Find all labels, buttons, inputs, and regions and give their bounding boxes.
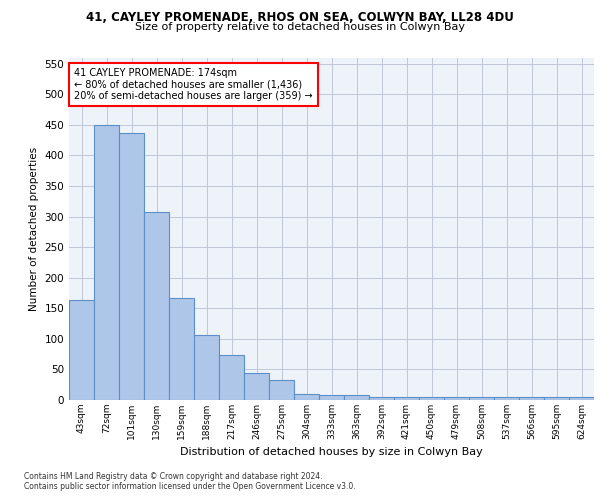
Bar [544, 397, 569, 400]
Text: 41, CAYLEY PROMENADE, RHOS ON SEA, COLWYN BAY, LL28 4DU: 41, CAYLEY PROMENADE, RHOS ON SEA, COLWY… [86, 11, 514, 24]
Bar [194, 335, 219, 400]
Text: 41 CAYLEY PROMENADE: 174sqm
← 80% of detached houses are smaller (1,436)
20% of : 41 CAYLEY PROMENADE: 174sqm ← 80% of det… [74, 68, 313, 101]
Text: Contains HM Land Registry data © Crown copyright and database right 2024.: Contains HM Land Registry data © Crown c… [24, 472, 323, 481]
Bar [344, 395, 369, 400]
Bar [219, 354, 244, 400]
Bar [69, 300, 94, 400]
Bar [94, 125, 119, 400]
Bar [569, 397, 594, 400]
Text: Contains public sector information licensed under the Open Government Licence v3: Contains public sector information licen… [24, 482, 356, 491]
Bar [244, 373, 269, 400]
Bar [169, 298, 194, 400]
Bar [469, 397, 494, 400]
Bar [519, 397, 544, 400]
X-axis label: Distribution of detached houses by size in Colwyn Bay: Distribution of detached houses by size … [180, 448, 483, 458]
Bar [294, 394, 319, 400]
Bar [319, 395, 344, 400]
Text: Size of property relative to detached houses in Colwyn Bay: Size of property relative to detached ho… [135, 22, 465, 32]
Bar [119, 132, 144, 400]
Bar [394, 397, 419, 400]
Bar [494, 397, 519, 400]
Bar [444, 397, 469, 400]
Bar [369, 397, 394, 400]
Bar [269, 380, 294, 400]
Bar [144, 212, 169, 400]
Y-axis label: Number of detached properties: Number of detached properties [29, 146, 39, 311]
Bar [419, 397, 444, 400]
